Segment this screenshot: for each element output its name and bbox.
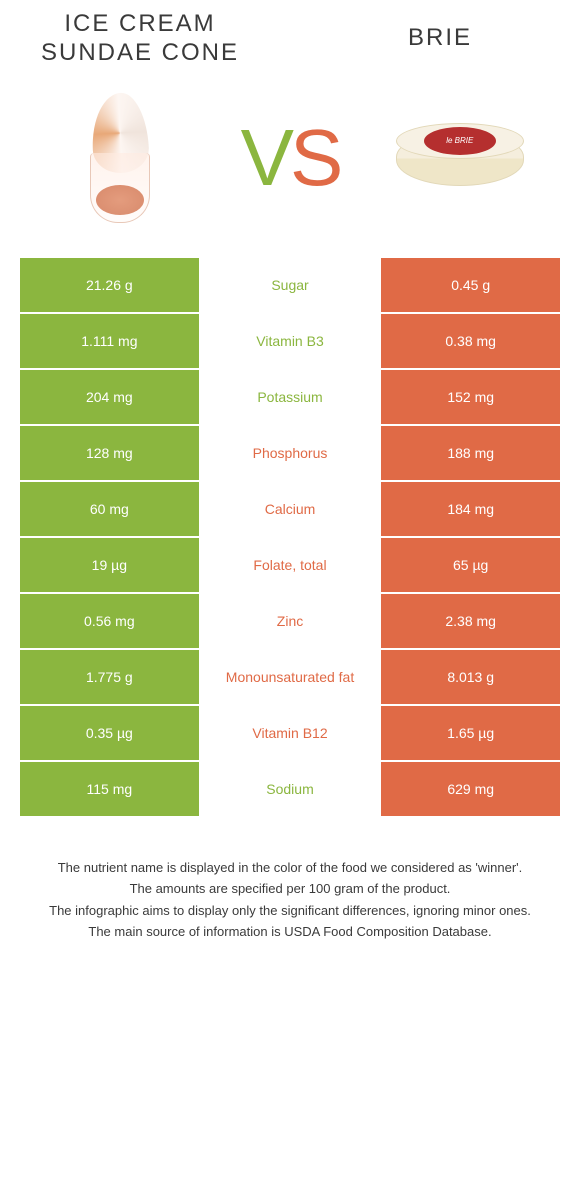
table-row: 60 mgCalcium184 mg <box>20 482 560 538</box>
right-value: 0.38 mg <box>379 314 560 368</box>
right-value: 65 µg <box>379 538 560 592</box>
table-row: 21.26 gSugar0.45 g <box>20 258 560 314</box>
footer-line-3: The infographic aims to display only the… <box>30 901 550 921</box>
right-value: 8.013 g <box>379 650 560 704</box>
table-row: 204 mgPotassium152 mg <box>20 370 560 426</box>
footer-notes: The nutrient name is displayed in the co… <box>0 818 580 964</box>
right-value: 184 mg <box>379 482 560 536</box>
nutrient-name: Potassium <box>201 370 380 424</box>
nutrient-name: Vitamin B12 <box>201 706 380 760</box>
nutrition-table: 21.26 gSugar0.45 g1.111 mgVitamin B30.38… <box>20 258 560 818</box>
brie-icon: le BRIE <box>390 113 530 203</box>
footer-line-2: The amounts are specified per 100 gram o… <box>30 879 550 899</box>
left-value: 204 mg <box>20 370 201 424</box>
table-row: 115 mgSodium629 mg <box>20 762 560 818</box>
nutrient-name: Phosphorus <box>201 426 380 480</box>
left-value: 21.26 g <box>20 258 201 312</box>
table-row: 19 µgFolate, total65 µg <box>20 538 560 594</box>
footer-line-1: The nutrient name is displayed in the co… <box>30 858 550 878</box>
right-value: 0.45 g <box>379 258 560 312</box>
vs-v: V <box>241 113 290 202</box>
table-row: 0.56 mgZinc2.38 mg <box>20 594 560 650</box>
left-value: 19 µg <box>20 538 201 592</box>
nutrient-name: Zinc <box>201 594 380 648</box>
brie-label: le BRIE <box>424 127 496 155</box>
right-value: 1.65 µg <box>379 706 560 760</box>
left-value: 128 mg <box>20 426 201 480</box>
table-row: 1.111 mgVitamin B30.38 mg <box>20 314 560 370</box>
nutrient-name: Sodium <box>201 762 380 816</box>
left-value: 1.111 mg <box>20 314 201 368</box>
food-left-title: Ice Cream Sundae Cone <box>40 10 240 68</box>
table-row: 128 mgPhosphorus188 mg <box>20 426 560 482</box>
left-value: 0.56 mg <box>20 594 201 648</box>
nutrient-name: Vitamin B3 <box>201 314 380 368</box>
food-right-image: le BRIE <box>380 78 540 238</box>
vs-row: VS le BRIE <box>0 68 580 258</box>
right-value: 188 mg <box>379 426 560 480</box>
vs-text: VS <box>241 112 340 204</box>
nutrient-name: Sugar <box>201 258 380 312</box>
left-value: 115 mg <box>20 762 201 816</box>
food-left-image <box>40 78 200 238</box>
header: Ice Cream Sundae Cone Brie <box>0 0 580 68</box>
nutrient-name: Calcium <box>201 482 380 536</box>
vs-s: S <box>290 113 339 202</box>
food-right-title: Brie <box>340 24 540 53</box>
right-value: 629 mg <box>379 762 560 816</box>
nutrient-name: Folate, total <box>201 538 380 592</box>
left-value: 60 mg <box>20 482 201 536</box>
right-value: 152 mg <box>379 370 560 424</box>
table-row: 1.775 gMonounsaturated fat8.013 g <box>20 650 560 706</box>
left-value: 0.35 µg <box>20 706 201 760</box>
right-value: 2.38 mg <box>379 594 560 648</box>
left-value: 1.775 g <box>20 650 201 704</box>
table-row: 0.35 µgVitamin B121.65 µg <box>20 706 560 762</box>
sundae-icon <box>80 93 160 223</box>
footer-line-4: The main source of information is USDA F… <box>30 922 550 942</box>
nutrient-name: Monounsaturated fat <box>201 650 380 704</box>
